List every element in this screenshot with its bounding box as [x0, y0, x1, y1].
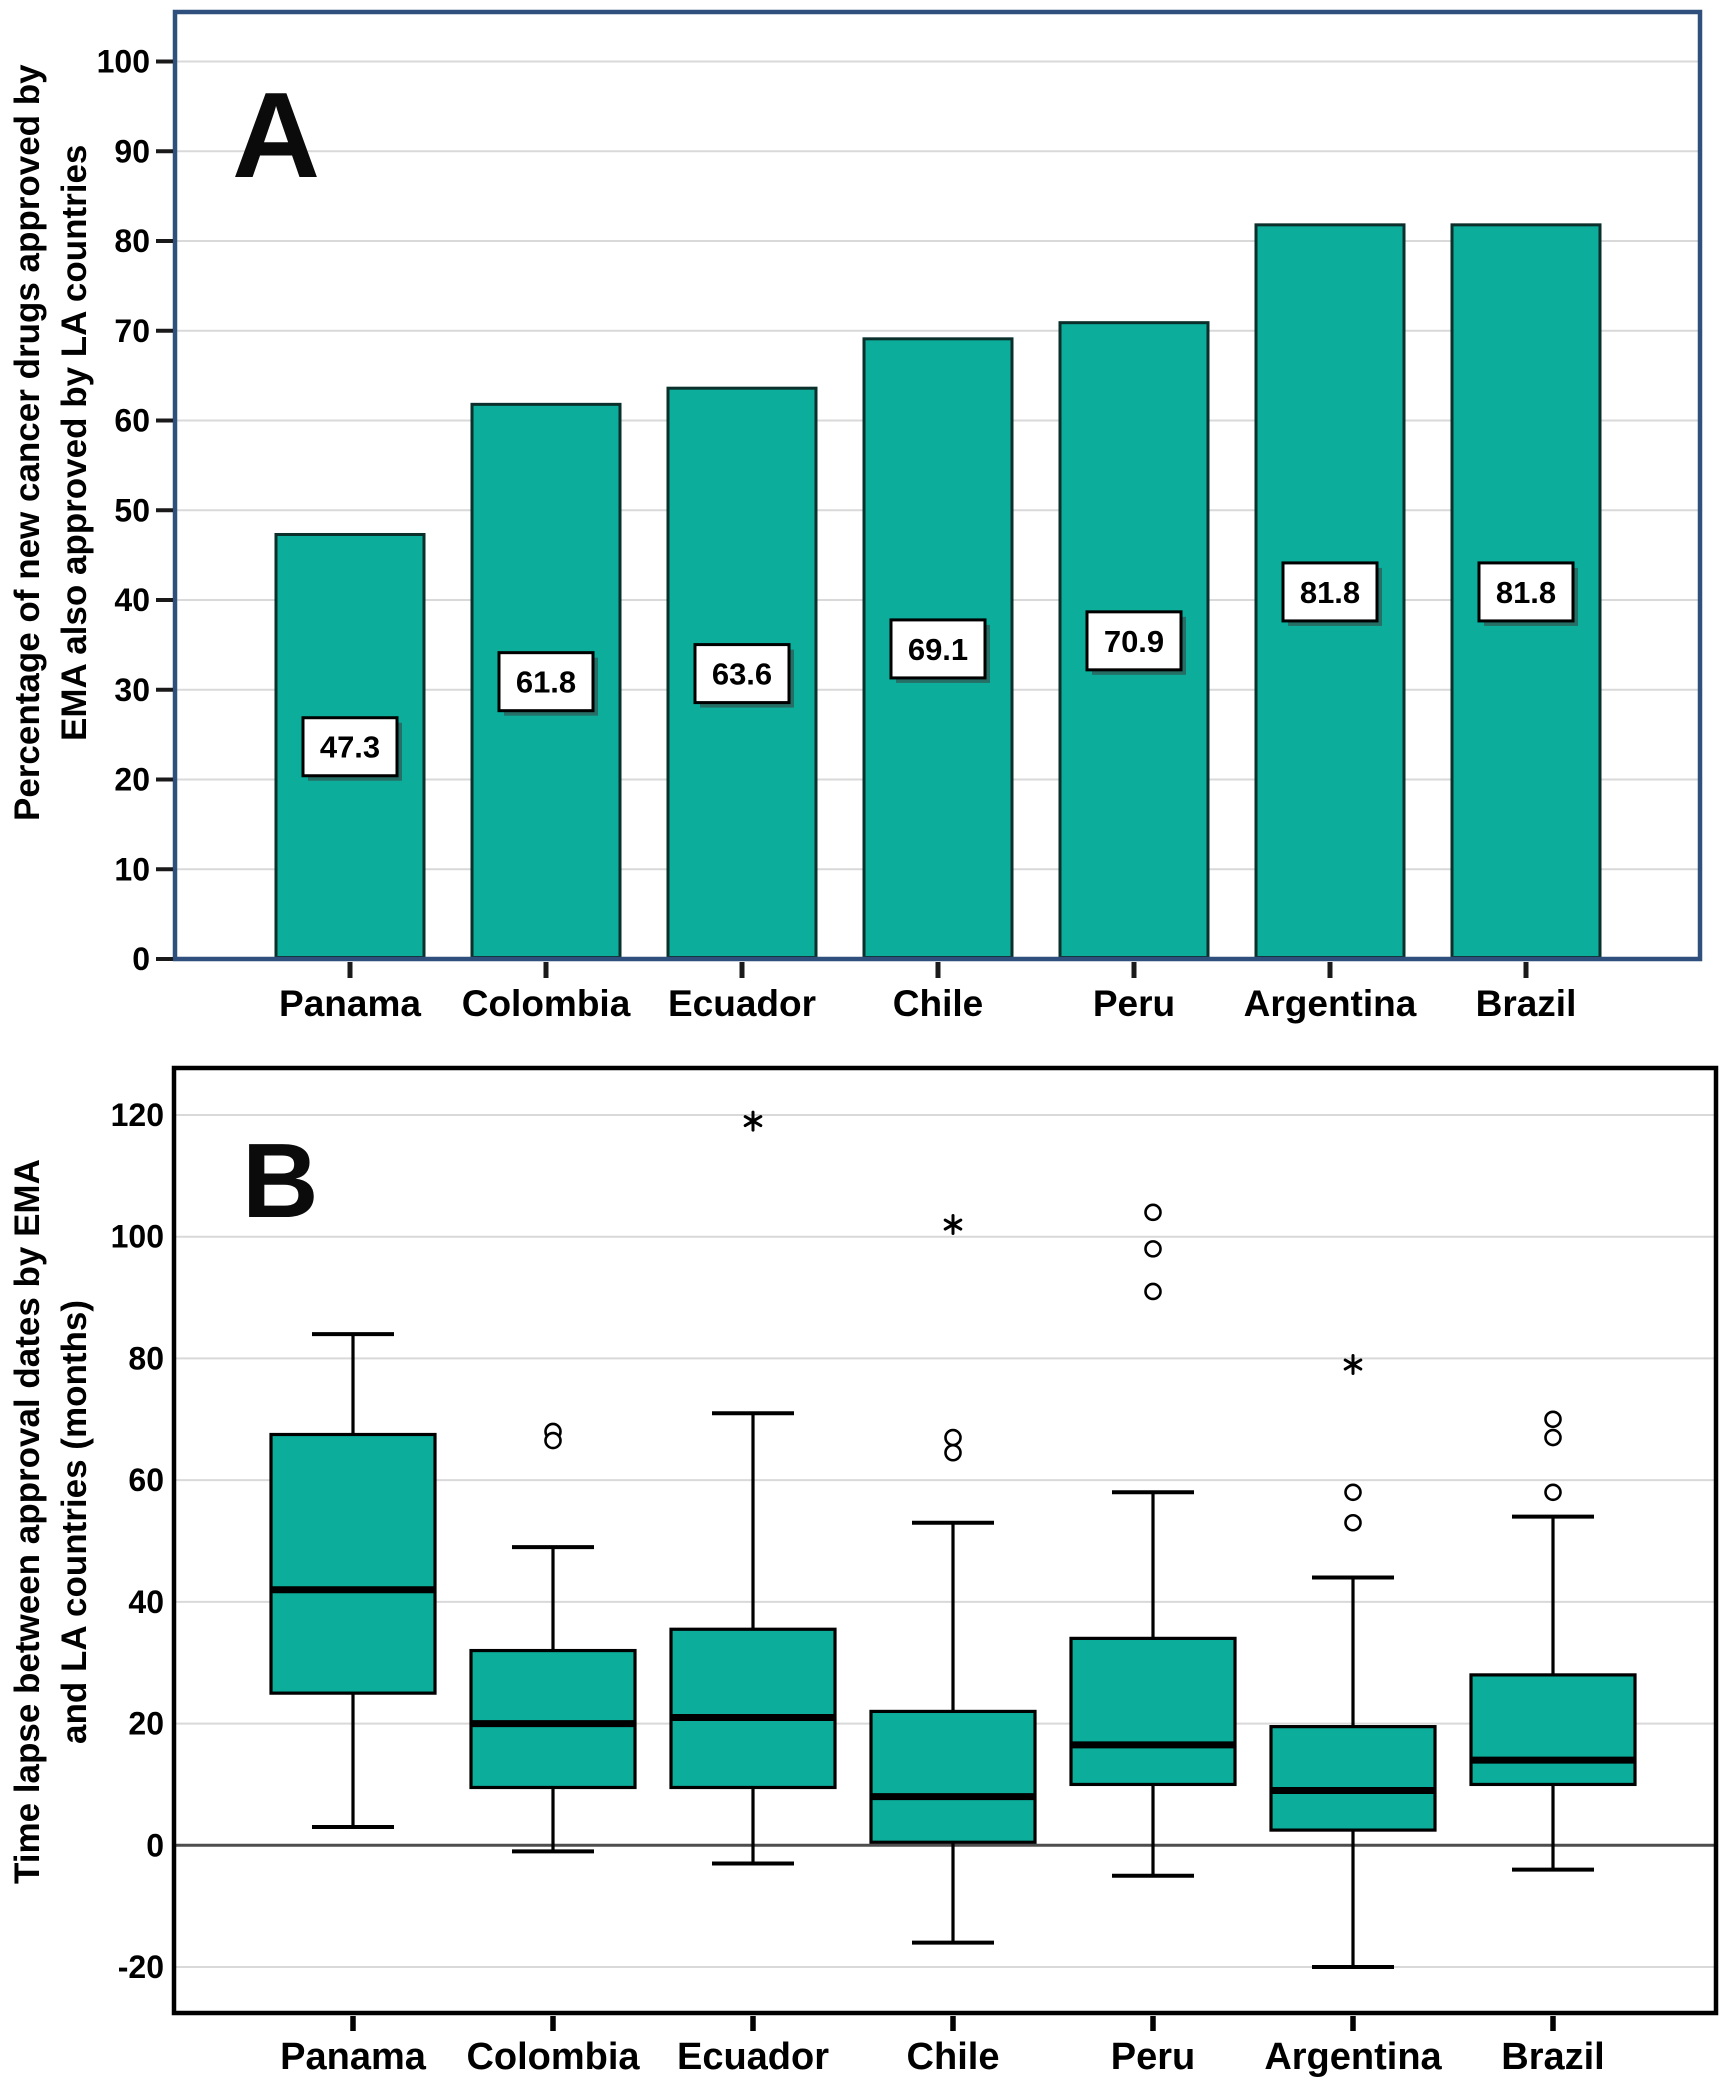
panel-b-ytick-label: 60 — [128, 1462, 164, 1498]
panel-a-xlabel-brazil: Brazil — [1476, 983, 1577, 1024]
panel-b-ytick-label: 0 — [146, 1827, 164, 1863]
bar-value-label-peru: 70.9 — [1104, 624, 1164, 659]
panel-a-ytick-label: 0 — [132, 941, 150, 977]
panel-a-letter: A — [232, 67, 321, 203]
panel-b-letter: B — [242, 1122, 319, 1240]
outlier-circle-peru — [1144, 1240, 1162, 1258]
panel-b-xlabel-peru: Peru — [1111, 2036, 1195, 2078]
panel-a-y-axis-title: Percentage of new cancer drugs approved … — [4, 28, 108, 858]
panel-a-ytick-label: 60 — [114, 403, 150, 439]
panel-b-ytick-label: -20 — [118, 1949, 164, 1985]
bar-value-label-box — [693, 643, 791, 705]
panel-a-ytick-label: 30 — [114, 672, 150, 708]
box-argentina — [1269, 1725, 1437, 1832]
panel-a-ytick-label: 50 — [114, 492, 150, 528]
panel-b-xlabel-panama: Panama — [280, 2036, 427, 2078]
panel-a-ytick-label: 80 — [114, 223, 150, 259]
outlier-circle-peru — [1144, 1203, 1162, 1222]
panel-a-xlabel-ecuador: Ecuador — [668, 983, 816, 1024]
outlier-circle-brazil — [1544, 1410, 1562, 1429]
panel-a-ytick-label: 70 — [114, 313, 150, 349]
box-panama — [269, 1432, 437, 1695]
panel-a-ytick-label: 10 — [114, 851, 150, 887]
outlier-circle-brazil — [1544, 1483, 1562, 1502]
panel-b-y-axis-title-line1: Time lapse between approval dates by EMA — [8, 1159, 47, 1885]
box-chile — [869, 1709, 1037, 1844]
box-colombia — [469, 1648, 637, 1790]
panel-a-xlabel-colombia: Colombia — [462, 983, 631, 1024]
panel-b-xlabel-chile: Chile — [907, 2036, 1000, 2078]
panel-b-y-axis-title: Time lapse between approval dates by EMA… — [4, 1082, 108, 1962]
outlier-circle-chile — [944, 1443, 962, 1462]
panel-a-y-axis-title-line2: EMA also approved by LA countries — [55, 144, 94, 742]
bar-value-label-colombia: 61.8 — [516, 665, 576, 700]
panel-b-xlabel-argentina: Argentina — [1264, 2036, 1442, 2078]
bar-value-label-box — [497, 651, 595, 713]
extreme-star-ecuador — [743, 1115, 763, 1128]
outlier-circle-brazil — [1544, 1428, 1562, 1447]
panel-a-ytick-label: 90 — [114, 133, 150, 169]
box-ecuador — [669, 1627, 837, 1790]
outlier-circle-chile — [944, 1428, 962, 1447]
bar-value-label-box — [1281, 561, 1379, 623]
bar-value-label-argentina: 81.8 — [1300, 575, 1360, 610]
panel-b-xlabel-brazil: Brazil — [1501, 2036, 1604, 2078]
panel-a-xlabel-argentina: Argentina — [1244, 983, 1417, 1024]
panel-a-xlabel-panama: Panama — [279, 983, 421, 1024]
panel-a-xlabel-peru: Peru — [1093, 983, 1175, 1024]
bar-value-label-panama: 47.3 — [320, 730, 380, 765]
box-peru — [1069, 1636, 1237, 1787]
bar-value-label-ecuador: 63.6 — [712, 657, 772, 692]
panel-a-ytick-label: 100 — [97, 44, 150, 80]
panel-a-frame — [172, 9, 1703, 962]
box-brazil — [1469, 1673, 1637, 1787]
panel-b-ytick-label: 40 — [128, 1584, 164, 1620]
panel-b-ytick-label: 80 — [128, 1340, 164, 1376]
panel-a-y-axis-title-line1: Percentage of new cancer drugs approved … — [8, 64, 47, 822]
panel-b-y-axis-title-line2: and LA countries (months) — [55, 1300, 94, 1744]
extreme-star-argentina — [1343, 1358, 1363, 1371]
bar-value-label-chile: 69.1 — [908, 632, 968, 667]
bar-value-label-box — [301, 716, 399, 778]
bar-value-label-box — [889, 618, 987, 680]
outlier-circle-argentina — [1344, 1483, 1362, 1502]
panel-a-ytick-label: 40 — [114, 582, 150, 618]
panel-a-ytick-label: 20 — [114, 762, 150, 798]
bar-value-label-box — [1085, 610, 1183, 672]
panel-a-xlabel-chile: Chile — [893, 983, 983, 1024]
bar-value-label-brazil: 81.8 — [1496, 575, 1556, 610]
panel-b-frame — [171, 1065, 1719, 2016]
outlier-circle-colombia — [544, 1431, 562, 1450]
bar-value-label-box — [1477, 561, 1575, 623]
outlier-circle-argentina — [1344, 1513, 1362, 1532]
outlier-circle-peru — [1144, 1282, 1162, 1301]
extreme-star-chile — [943, 1218, 963, 1231]
panel-b-xlabel-colombia: Colombia — [466, 2036, 640, 2078]
panel-b-xlabel-ecuador: Ecuador — [677, 2036, 829, 2078]
panel-b-ytick-label: 100 — [111, 1219, 164, 1255]
panel-b-ytick-label: 20 — [128, 1706, 164, 1742]
panel-b-ytick-label: 120 — [111, 1097, 164, 1133]
